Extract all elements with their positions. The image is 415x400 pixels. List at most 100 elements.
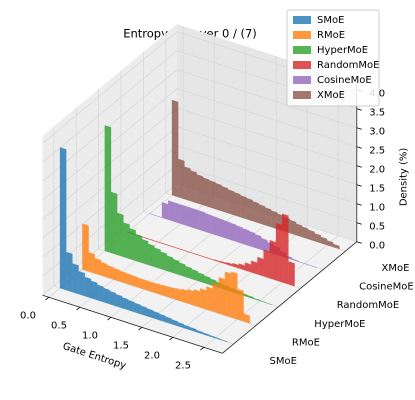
tick-mark xyxy=(356,241,362,244)
bar xyxy=(159,313,166,323)
bar xyxy=(174,202,181,224)
histogram xyxy=(104,125,273,305)
bar xyxy=(134,302,141,315)
bar xyxy=(169,286,176,300)
bar xyxy=(196,174,204,206)
bar xyxy=(181,288,188,304)
bar xyxy=(154,247,161,270)
bar xyxy=(72,263,79,295)
bar xyxy=(190,327,197,333)
tick-mark xyxy=(356,165,362,168)
bar xyxy=(115,294,123,309)
y-tick-label: RMoE xyxy=(292,337,320,348)
bar xyxy=(175,287,182,302)
bar xyxy=(206,286,213,312)
tick-mark xyxy=(356,108,362,111)
bar xyxy=(202,332,209,337)
bar xyxy=(152,310,160,321)
bar xyxy=(178,158,185,200)
bar xyxy=(302,226,309,240)
y-tick-label: XMoE xyxy=(382,263,410,274)
bar xyxy=(240,195,247,220)
bar xyxy=(156,283,164,296)
tick-mark xyxy=(107,316,112,321)
bar xyxy=(221,186,228,214)
tick-mark xyxy=(356,146,362,149)
bar xyxy=(150,281,157,294)
y-tick-label: HyperMoE xyxy=(314,319,365,330)
legend-label: HyperMoE xyxy=(317,45,368,56)
bar xyxy=(129,228,136,262)
y-tick-label: SMoE xyxy=(270,356,297,367)
bar xyxy=(221,339,228,343)
bar xyxy=(128,299,135,313)
bar xyxy=(192,208,200,230)
bar xyxy=(160,251,167,272)
bar xyxy=(191,269,198,282)
grid-line xyxy=(176,107,357,167)
bar xyxy=(320,236,328,246)
bar xyxy=(135,233,143,264)
bar xyxy=(166,255,174,274)
z-tick-label: 2.0 xyxy=(369,165,385,176)
z-tick-label: 1.0 xyxy=(369,203,385,214)
z-tick-label: 1.5 xyxy=(369,184,385,195)
legend-label: CosineMoE xyxy=(317,75,372,86)
bar xyxy=(59,147,67,291)
bar xyxy=(253,297,260,302)
bar xyxy=(131,275,139,288)
bar xyxy=(326,240,334,248)
bar xyxy=(314,233,321,244)
bar xyxy=(97,284,104,303)
tick-mark xyxy=(356,127,362,130)
x-tick-label: 1.0 xyxy=(82,330,98,341)
bar xyxy=(171,99,179,198)
bar xyxy=(200,288,207,310)
legend-swatch xyxy=(293,61,311,69)
z-tick-label: 3.5 xyxy=(369,108,385,119)
bar xyxy=(161,202,169,220)
bar xyxy=(84,276,92,299)
bar xyxy=(186,206,194,228)
x-tick-label: 0.5 xyxy=(51,320,67,331)
bar xyxy=(125,272,133,286)
bar xyxy=(233,191,241,218)
bar xyxy=(193,289,201,308)
tick-mark xyxy=(356,184,362,187)
z-axis-label: Density (%) xyxy=(398,148,409,207)
tick-mark xyxy=(45,296,50,301)
bar xyxy=(264,207,272,228)
bar xyxy=(289,219,297,236)
bar xyxy=(208,334,216,339)
legend-swatch xyxy=(293,91,311,99)
histogram xyxy=(82,223,250,324)
bar xyxy=(104,125,112,254)
tick-mark xyxy=(356,222,362,225)
bar xyxy=(177,321,185,329)
x-tick-label: 2.0 xyxy=(144,350,160,361)
bar xyxy=(172,258,180,276)
bar xyxy=(308,229,315,242)
grid-line xyxy=(176,69,357,129)
bar xyxy=(263,249,270,279)
x-axis xyxy=(42,294,223,354)
bar xyxy=(203,275,211,286)
legend-swatch xyxy=(293,16,311,24)
bar xyxy=(261,237,268,252)
bar xyxy=(214,337,222,341)
bar xyxy=(141,239,149,266)
bar xyxy=(88,252,95,274)
bar xyxy=(202,177,210,208)
grid-line xyxy=(176,145,357,205)
bar xyxy=(180,204,187,226)
bar xyxy=(282,213,289,285)
grid-line xyxy=(176,164,357,224)
bar xyxy=(199,210,206,232)
bar xyxy=(259,300,267,304)
bar xyxy=(248,230,256,248)
bar xyxy=(197,272,205,284)
x-tick-label: 1.5 xyxy=(113,340,129,351)
bar xyxy=(148,243,155,268)
legend-label: XMoE xyxy=(317,90,345,101)
